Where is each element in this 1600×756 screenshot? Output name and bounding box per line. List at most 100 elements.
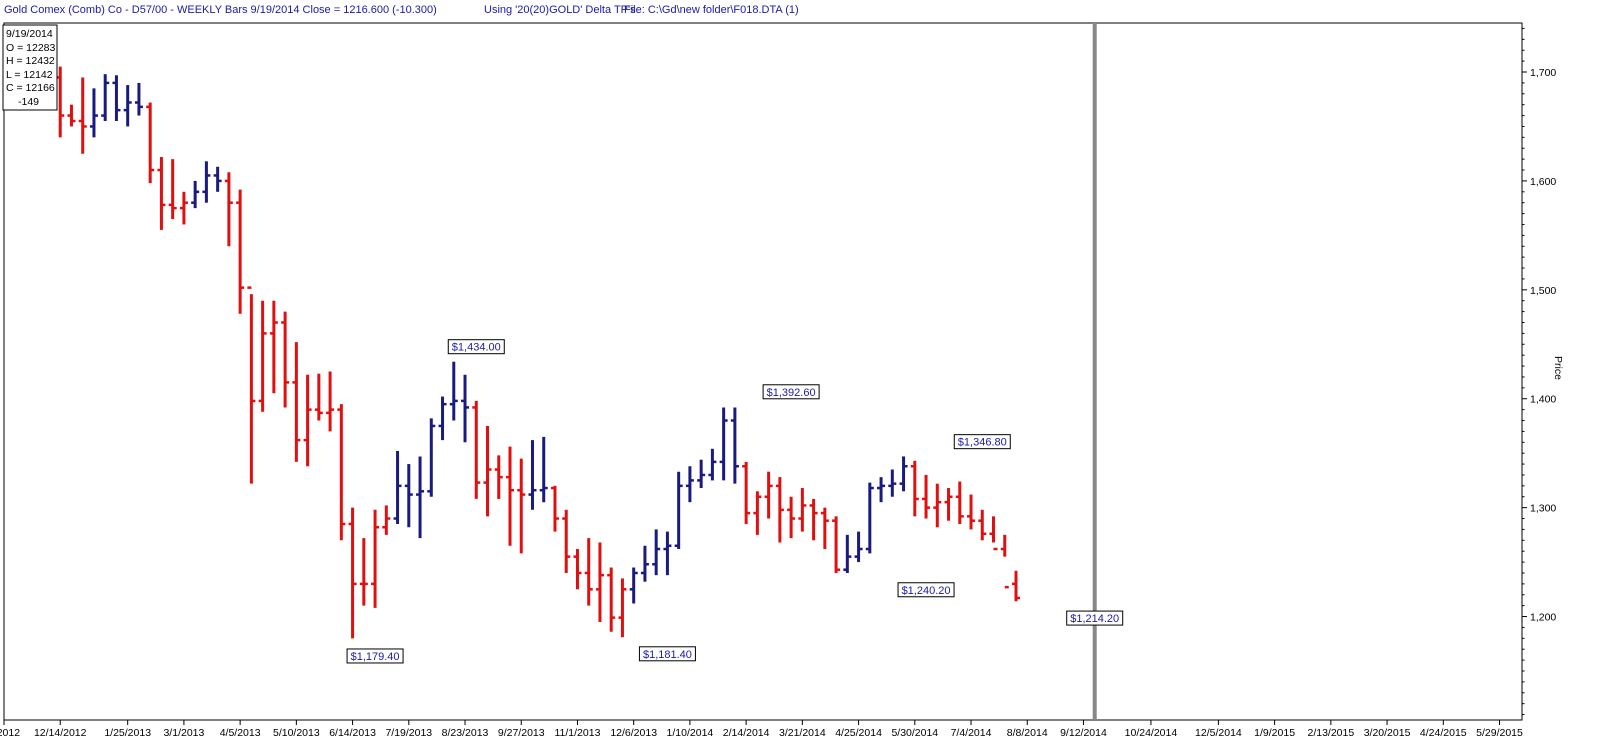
x-tick-label: 2/14/2014 (723, 727, 770, 739)
x-tick-label: 7/4/2014 (951, 727, 992, 739)
ohlc-bar (472, 400, 481, 499)
annotation-box (447, 339, 505, 355)
ohlc-bar (146, 102, 155, 184)
info-close: C = 12166 (6, 82, 55, 94)
ohlc-bar (314, 373, 323, 421)
ohlc-bar (663, 531, 672, 576)
y-tick-label: 1,700 (1530, 67, 1556, 79)
ohlc-bar (134, 82, 143, 116)
x-tick-label: 7/19/2013 (385, 727, 432, 739)
ohlc-bar (461, 374, 470, 443)
ohlc-bar (123, 85, 132, 127)
ohlc-bar (955, 481, 964, 524)
ohlc-bar (775, 477, 784, 543)
plot-frame (3, 22, 1523, 721)
ohlc-bar (281, 311, 290, 408)
ohlc-bar (393, 451, 402, 524)
ohlc-bar (449, 361, 458, 421)
ohlc-bar (483, 425, 492, 517)
ohlc-bar (191, 180, 200, 209)
ohlc-bar (933, 483, 942, 528)
ohlc-bar (506, 446, 514, 546)
ohlc-bar (877, 477, 886, 503)
ohlc-bar (67, 104, 76, 127)
ohlc-bar (944, 488, 953, 521)
ohlc-bar (550, 485, 559, 532)
price-annotation: $1,179.40 (346, 648, 404, 664)
ohlc-bar (809, 498, 818, 541)
chart-study-label: Using '20(20)GOLD' Delta TP's (484, 4, 636, 16)
plot-border (3, 22, 1523, 721)
ohlc-bar (719, 407, 728, 481)
annotation-box (953, 434, 1011, 450)
ohlc-bar (1000, 534, 1009, 589)
ohlc-bar (404, 464, 413, 528)
x-tick-label: 1/9/2015 (1254, 727, 1295, 739)
x-tick-label: 4/25/2014 (835, 727, 882, 739)
y-axis-title: Price (1552, 356, 1564, 380)
ohlc-bar (416, 456, 425, 539)
ohlc-bar (978, 509, 987, 541)
ohlc-bar (832, 516, 841, 573)
ohlc-bar (326, 371, 335, 432)
y-tick-label: 1,200 (1530, 612, 1556, 624)
ohlc-bar (843, 534, 852, 573)
ohlc-bar (922, 474, 931, 519)
x-axis: 9/2012 12/14/2012 1/25/2013 3/1/2013 4/5/201… (0, 720, 1523, 739)
ohlc-bar (269, 300, 278, 394)
ohlc-bar (337, 404, 346, 541)
info-date: 9/19/2014 (6, 28, 53, 40)
x-tick-label: 12/14/2012 (34, 727, 87, 739)
annotation-box (762, 384, 820, 400)
x-tick-label: 2/13/2015 (1307, 727, 1354, 739)
x-tick-label: 3/20/2015 (1364, 727, 1411, 739)
ohlc-bar (753, 491, 762, 535)
ohlc-bars (44, 48, 1020, 639)
x-tick-label: 9/2012 (0, 727, 20, 739)
ohlc-bar (865, 482, 874, 554)
annotation-label: $1,346.80 (958, 437, 1007, 449)
ohlc-bar (764, 471, 773, 519)
ohlc-bar (685, 466, 694, 503)
annotation-box (346, 648, 404, 664)
ohlc-bar (247, 286, 256, 484)
x-tick-label: 1/25/2013 (104, 727, 151, 739)
ohlc-bar (899, 456, 908, 492)
price-annotation: $1,434.00 (447, 339, 505, 355)
ohlc-bar (78, 77, 87, 154)
ohlc-bar (618, 578, 627, 638)
ohlc-bar (730, 407, 739, 484)
y-tick-label: 1,300 (1530, 503, 1556, 515)
annotation-box (897, 582, 955, 598)
ohlc-bar (236, 189, 245, 314)
annotation-label: $1,392.60 (767, 387, 816, 399)
ohlc-bar (629, 567, 638, 604)
x-tick-label: 5/30/2014 (891, 727, 938, 739)
annotation-label: $1,240.20 (902, 585, 951, 597)
x-tick-label: 1/10/2014 (667, 727, 714, 739)
ohlc-bar (202, 161, 211, 203)
x-tick-label: 10/24/2014 (1125, 727, 1178, 739)
chart-title-bar: Gold Comex (Comb) Co - D57/00 - WEEKLY B… (0, 0, 1600, 22)
y-axis: 1,200 1,300 1,400 1,500 1,600 1,700 (1522, 27, 1556, 716)
ohlc-bar (652, 529, 661, 576)
ohlc-bar (359, 538, 368, 606)
ohlc-bar (674, 471, 683, 550)
x-tick-label: 6/14/2013 (329, 727, 376, 739)
y-tick-label: 1,400 (1530, 394, 1556, 406)
chart-symbol-title: Gold Comex (Comb) Co - D57/00 - WEEKLY B… (4, 4, 437, 16)
chart-file-label: File: C:\Gd\new folder\F018.DTA (1) (624, 4, 799, 16)
ohlc-bar (157, 156, 166, 230)
ohlc-bar (89, 88, 98, 138)
ohlc-bar (292, 342, 301, 462)
ohlc-bar (348, 507, 357, 639)
ohlc-bar (910, 460, 919, 517)
ohlc-bar (371, 509, 380, 608)
ohlc-bar (787, 496, 796, 539)
x-tick-label: 8/8/2014 (1007, 727, 1048, 739)
ohlc-bar (595, 542, 604, 622)
x-tick-label: 12/5/2014 (1195, 727, 1242, 739)
ohlc-bar (989, 516, 998, 551)
ohlc-bar (562, 509, 571, 573)
